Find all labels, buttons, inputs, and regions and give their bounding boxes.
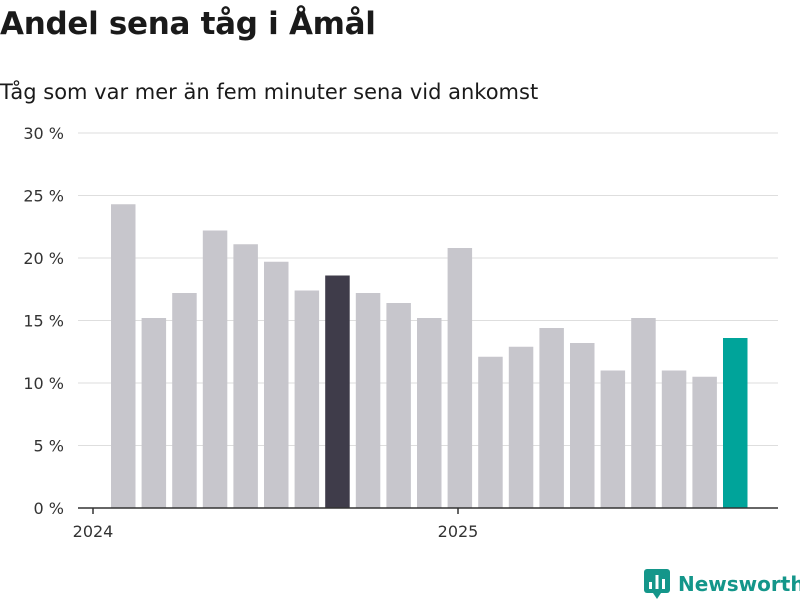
x-tick-label: 2024: [73, 522, 114, 541]
bar: [264, 261, 289, 508]
brand-name: Newsworthy: [678, 572, 800, 596]
y-tick-label: 0 %: [34, 499, 64, 518]
bar: [294, 290, 320, 508]
bar: [447, 248, 473, 508]
bar: [600, 370, 626, 508]
x-tick-label: 2025: [438, 522, 479, 541]
bar: [478, 356, 503, 508]
brand: Newsworthy: [644, 568, 800, 600]
chart-title: Andel sena tåg i Åmål: [0, 6, 376, 42]
bar: [692, 376, 717, 508]
bar: [111, 204, 136, 508]
bar: [570, 343, 595, 508]
bar: [325, 275, 350, 508]
chart-subtitle: Tåg som var mer än fem minuter sena vid …: [0, 80, 539, 104]
bar: [172, 293, 197, 508]
bar: [355, 293, 381, 508]
y-tick-label: 15 %: [23, 312, 64, 331]
y-tick-label: 5 %: [34, 437, 64, 456]
y-tick-label: 30 %: [23, 124, 64, 143]
bar: [723, 338, 748, 508]
bar: [386, 303, 411, 508]
y-tick-label: 25 %: [23, 187, 64, 206]
bar: [417, 318, 442, 508]
y-tick-label: 10 %: [23, 374, 64, 393]
bar: [631, 318, 656, 508]
newsworthy-logo-icon: [644, 569, 670, 599]
bar: [233, 244, 258, 508]
bar: [508, 346, 534, 508]
bar: [202, 230, 228, 508]
bar: [141, 318, 167, 508]
bar: [539, 328, 564, 508]
y-tick-label: 20 %: [23, 249, 64, 268]
bar: [661, 370, 687, 508]
